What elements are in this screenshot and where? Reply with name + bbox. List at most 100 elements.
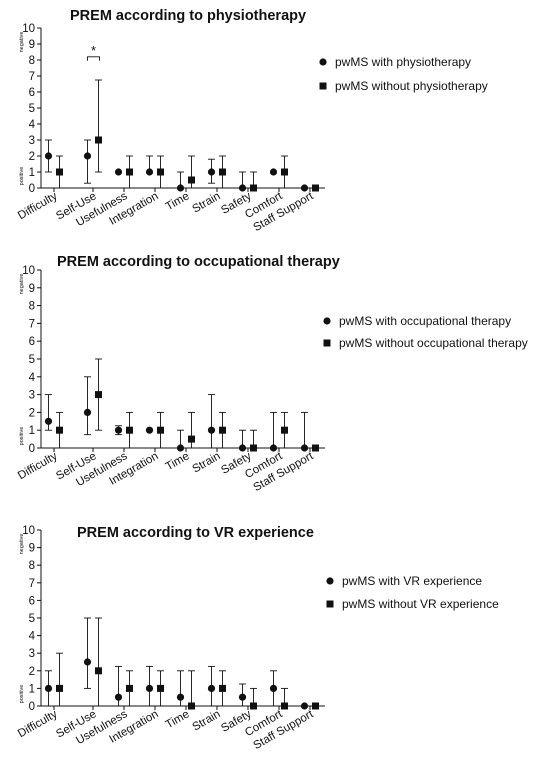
data-point-square	[188, 176, 195, 184]
data-point-circle	[176, 444, 185, 452]
chart-panel-2: PREM according to occupational therapy 0 1…	[16, 254, 528, 494]
y-tick-label: 5	[29, 103, 35, 115]
category-label: Time	[164, 450, 192, 473]
data-point-circle	[238, 184, 247, 192]
data-point-square	[250, 444, 257, 452]
y-tick-label: 0	[29, 701, 35, 713]
chart-title: PREM according to VR experience	[77, 525, 314, 541]
data-point-square	[250, 702, 257, 710]
data-point-square	[126, 168, 133, 176]
y-tick-label: 6	[29, 336, 35, 348]
legend-label: pwMS with physiotherapy	[335, 55, 471, 69]
y-tick-label: 2	[29, 407, 35, 419]
y-tick-label: 10	[22, 23, 35, 35]
y-tick-label: 0	[29, 443, 35, 455]
data-point-circle	[269, 168, 278, 176]
data-point-circle	[269, 444, 278, 452]
data-point-circle	[207, 426, 216, 434]
data-point-square	[126, 684, 133, 692]
data-point-circle	[176, 184, 185, 192]
legend-label: pwMS with occupational therapy	[339, 314, 511, 328]
legend-label: pwMS without VR experience	[342, 597, 499, 611]
y-tick-label: 10	[22, 265, 35, 277]
data-point-circle	[114, 693, 123, 701]
significance-bracket	[87, 56, 100, 61]
data-point-circle	[83, 408, 92, 416]
y-tick-label: 10	[22, 525, 35, 537]
data-point-square	[95, 667, 102, 675]
data-point-square	[219, 426, 226, 434]
y-tick-label: 3	[29, 648, 35, 660]
y-tick-label: 9	[29, 39, 35, 51]
y-tick-label: 1	[29, 167, 35, 179]
data-point-square	[281, 168, 288, 176]
y-tick-label: 7	[29, 578, 35, 590]
data-point-circle	[269, 684, 278, 693]
y-tick-label: 5	[29, 354, 35, 366]
chart-title: PREM according to occupational therapy	[57, 254, 340, 270]
y-tick-label: 5	[29, 613, 35, 625]
data-point-circle	[44, 417, 53, 425]
data-point-circle	[238, 693, 247, 701]
category-label: Difficulty	[16, 450, 60, 482]
chart-panel-3: PREM according to VR experience 0 1 2 3 4 5 6 7 8…	[16, 525, 499, 752]
data-point-square	[281, 426, 288, 434]
data-point-square	[219, 168, 226, 176]
y-tick-label: 8	[29, 560, 35, 572]
data-point-circle	[176, 693, 185, 701]
data-point-circle	[300, 444, 309, 452]
data-point-square	[312, 444, 319, 452]
y-tick-label: 0	[29, 183, 35, 195]
data-point-square	[250, 184, 257, 192]
y-tick-label: 4	[29, 119, 36, 131]
legend-marker-square	[319, 82, 327, 90]
legend-marker-circle	[326, 577, 334, 585]
data-point-circle	[44, 684, 53, 693]
y-tick-label: 1	[29, 425, 35, 437]
legend-label: pwMS without physiotherapy	[335, 79, 488, 93]
negative-label: negative	[19, 32, 25, 53]
data-point-circle	[145, 684, 154, 693]
y-tick-label: 4	[29, 631, 36, 643]
data-point-circle	[145, 426, 154, 434]
legend-marker-square	[326, 600, 334, 608]
data-point-square	[56, 684, 63, 692]
y-tick-label: 1	[29, 683, 35, 695]
data-point-square	[157, 684, 164, 692]
category-label: Time	[164, 190, 192, 213]
category-label: Difficulty	[16, 708, 60, 740]
legend-label: pwMS with VR experience	[342, 574, 482, 588]
y-tick-label: 8	[29, 301, 35, 313]
positive-label: positive	[19, 685, 25, 704]
y-tick-label: 6	[29, 87, 35, 99]
category-label: Time	[164, 708, 192, 731]
y-tick-label: 9	[29, 283, 35, 295]
legend-marker-square	[323, 339, 331, 347]
data-point-circle	[114, 168, 123, 176]
category-label: Difficulty	[16, 190, 60, 222]
data-point-circle	[207, 684, 216, 693]
data-point-circle	[207, 168, 216, 176]
legend-label: pwMS without occupational therapy	[339, 336, 528, 350]
data-point-square	[188, 435, 195, 443]
legend-marker-circle	[319, 58, 327, 66]
significance-star: *	[91, 43, 96, 58]
y-tick-label: 8	[29, 55, 35, 67]
y-tick-label: 7	[29, 71, 35, 83]
data-point-circle	[238, 444, 247, 452]
data-point-square	[219, 684, 226, 692]
data-point-circle	[83, 658, 92, 666]
data-point-square	[157, 168, 164, 176]
data-point-square	[95, 391, 102, 399]
data-point-circle	[114, 426, 123, 434]
y-tick-label: 2	[29, 666, 35, 678]
data-point-square	[312, 184, 319, 192]
data-point-square	[56, 426, 63, 434]
data-point-circle	[44, 152, 53, 160]
category-label: Strain	[190, 708, 222, 733]
data-point-square	[312, 702, 319, 710]
y-tick-label: 6	[29, 595, 35, 607]
data-point-circle	[300, 184, 309, 192]
data-point-square	[188, 702, 195, 710]
legend-marker-circle	[323, 317, 331, 325]
